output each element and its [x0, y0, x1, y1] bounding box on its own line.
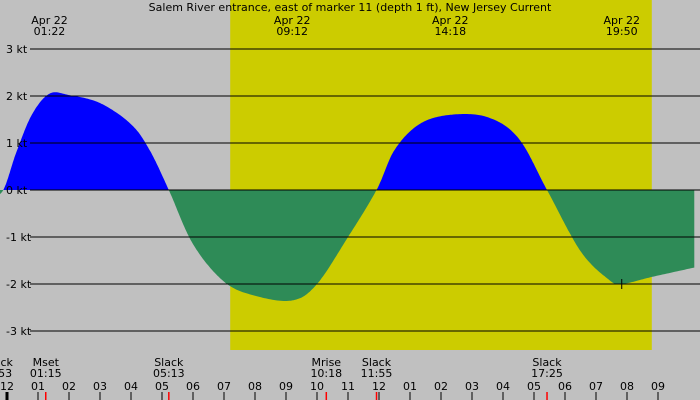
- hour-tick-label: 08: [248, 380, 262, 393]
- event-time-label: :53: [0, 367, 12, 380]
- hour-tick-label: 06: [186, 380, 200, 393]
- event-time-label: 05:13: [153, 367, 185, 380]
- position-marker: [616, 279, 627, 289]
- y-tick-label: -1 kt: [6, 231, 32, 244]
- hour-tick-label: 01: [403, 380, 417, 393]
- event-time-label: 01:15: [30, 367, 62, 380]
- bottom-event-labels: ack:53Mset01:15Slack05:13Mrise10:18Slack…: [0, 356, 563, 380]
- event-time-label: 17:25: [531, 367, 563, 380]
- hour-tick-label: 04: [124, 380, 138, 393]
- event-time-label: 01:22: [34, 25, 66, 38]
- x-axis-ticks: 1112010203040506070809101112010203040506…: [0, 380, 665, 400]
- flood-area-1: [3, 92, 169, 190]
- event-time-label: 14:18: [434, 25, 466, 38]
- event-name-label: Slack: [532, 356, 562, 369]
- ebb-area-0: [0, 190, 4, 195]
- hour-tick-label: 05: [155, 380, 169, 393]
- flood-area-3: [376, 114, 548, 190]
- hour-tick-label: 03: [93, 380, 107, 393]
- event-name-label: Slack: [362, 356, 392, 369]
- event-time-label: 09:12: [276, 25, 308, 38]
- chart-title: Salem River entrance, east of marker 11 …: [149, 1, 552, 14]
- y-tick-label: 2 kt: [6, 90, 28, 103]
- event-name-label: ack: [0, 356, 13, 369]
- hour-tick-label: 02: [434, 380, 448, 393]
- event-time-label: 10:18: [310, 367, 342, 380]
- y-tick-label: -2 kt: [6, 278, 32, 291]
- event-name-label: Slack: [154, 356, 184, 369]
- hour-tick-label: 06: [558, 380, 572, 393]
- event-name-label: Mrise: [312, 356, 342, 369]
- event-date-label: Apr 22: [31, 14, 68, 27]
- hour-tick-label: 01: [31, 380, 45, 393]
- hour-tick-label: 10: [310, 380, 324, 393]
- current-areas: [0, 92, 695, 301]
- y-tick-label: 1 kt: [6, 137, 28, 150]
- y-tick-label: 0 kt: [6, 184, 28, 197]
- hour-tick-label: 09: [651, 380, 665, 393]
- hour-tick-label: 11: [341, 380, 355, 393]
- hour-tick-label: 08: [620, 380, 634, 393]
- event-time-label: 19:50: [606, 25, 638, 38]
- hour-tick-label: 12: [372, 380, 386, 393]
- hour-tick-label: 07: [589, 380, 603, 393]
- event-date-label: Apr 22: [603, 14, 640, 27]
- hour-tick-label: 07: [217, 380, 231, 393]
- y-tick-label: 3 kt: [6, 43, 28, 56]
- event-time-label: 11:55: [361, 367, 393, 380]
- hour-tick-label: 09: [279, 380, 293, 393]
- grid-lines: [30, 48, 700, 332]
- ebb-area-2: [168, 190, 377, 301]
- y-tick-label: -3 kt: [6, 325, 32, 338]
- event-date-label: Apr 22: [432, 14, 469, 27]
- hour-tick-label: 12: [0, 380, 14, 393]
- hour-tick-label: 02: [62, 380, 76, 393]
- event-date-label: Apr 22: [274, 14, 311, 27]
- event-name-label: Mset: [33, 356, 60, 369]
- hour-tick-label: 04: [496, 380, 510, 393]
- hour-tick-label: 05: [527, 380, 541, 393]
- hour-tick-label: 03: [465, 380, 479, 393]
- y-axis-labels: 3 kt 2 kt 1 kt 0 kt -1 kt -2 kt -3 kt: [6, 43, 32, 338]
